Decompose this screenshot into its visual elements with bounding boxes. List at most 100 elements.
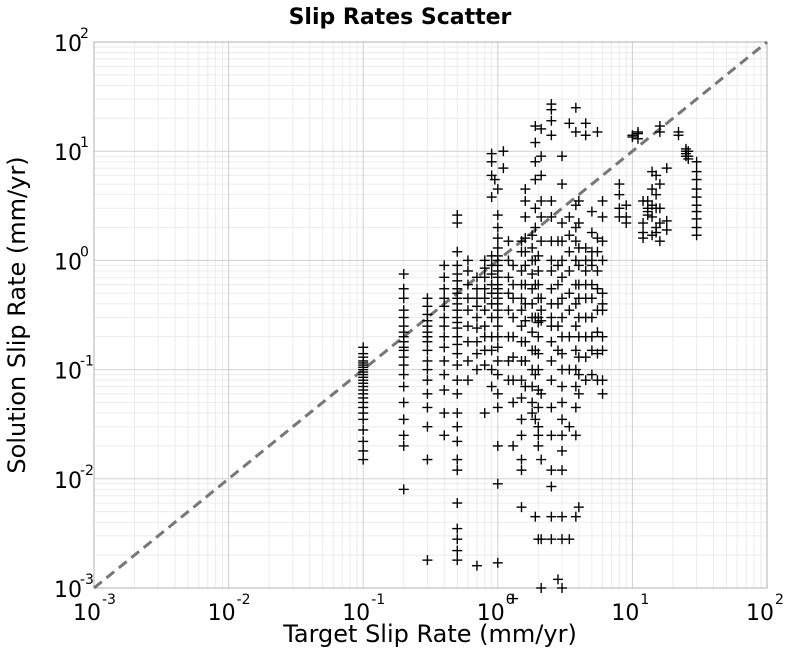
data-point-marker (471, 560, 482, 571)
data-point-marker (533, 279, 544, 290)
data-point-marker (642, 210, 653, 221)
data-point-marker (516, 293, 527, 304)
data-point-marker (516, 414, 527, 425)
data-point-marker (492, 440, 503, 451)
data-point-marker (527, 242, 538, 253)
data-point-marker (557, 272, 568, 283)
x-tick-exponent: -1 (371, 592, 385, 608)
data-point-marker (489, 174, 500, 185)
data-point-marker (557, 465, 568, 476)
data-point-marker (536, 305, 547, 316)
data-point-marker (422, 555, 433, 566)
x-axis-label: Target Slip Rate (mm/yr) (282, 620, 577, 648)
data-point-marker (597, 211, 608, 222)
data-point-marker (520, 184, 531, 195)
data-point-marker (586, 331, 597, 342)
data-point-marker (520, 315, 531, 326)
data-point-marker (452, 360, 463, 371)
data-point-marker (597, 288, 608, 299)
data-point-marker (439, 355, 450, 366)
data-point-marker (557, 151, 568, 162)
data-point-marker (564, 305, 575, 316)
data-point-marker (557, 414, 568, 425)
data-point-marker (536, 195, 547, 206)
data-point-marker (508, 279, 519, 290)
data-point-marker (651, 189, 662, 200)
data-point-marker (536, 315, 547, 326)
data-point-marker (533, 440, 544, 451)
y-tick-label: 10-2 (54, 463, 94, 494)
data-point-marker (597, 195, 608, 206)
data-point-marker (546, 511, 557, 522)
data-point-marker (691, 156, 702, 167)
data-point-marker (651, 170, 662, 181)
data-point-marker (516, 392, 527, 403)
data-point-marker (439, 385, 450, 396)
data-point-marker (439, 272, 450, 283)
data-point-marker (527, 298, 538, 309)
data-point-marker (398, 397, 409, 408)
data-point-marker (564, 421, 575, 432)
data-point-marker (358, 436, 369, 447)
data-point-marker (492, 312, 503, 323)
data-point-marker (557, 397, 568, 408)
data-point-marker (580, 118, 591, 129)
data-point-marker (546, 104, 557, 115)
x-tick-base: 10 (342, 601, 370, 626)
data-point-marker (508, 260, 519, 271)
x-tick-label: 102 (746, 592, 784, 626)
data-point-marker (673, 130, 684, 141)
data-point-marker (546, 402, 557, 413)
y-tick-base: 10 (54, 141, 82, 166)
data-point-marker (398, 430, 409, 441)
data-point-marker (422, 355, 433, 366)
data-point-marker (552, 574, 563, 585)
data-point-marker (492, 331, 503, 342)
data-point-marker (439, 331, 450, 342)
data-point-marker (536, 151, 547, 162)
x-tick-exponent: 0 (506, 592, 515, 608)
minor-gridlines (94, 42, 767, 588)
data-point-marker (546, 534, 557, 545)
data-point-marker (557, 583, 568, 593)
data-point-marker (503, 288, 514, 299)
data-point-marker (516, 454, 527, 465)
data-point-marker (564, 331, 575, 342)
data-point-marker (546, 115, 557, 126)
data-point-marker (471, 336, 482, 347)
data-point-marker (647, 211, 658, 222)
data-point-marker (592, 327, 603, 338)
data-point-marker (638, 233, 649, 244)
data-point-marker (546, 255, 557, 266)
data-point-marker (647, 184, 658, 195)
data-point-marker (452, 339, 463, 350)
data-point-marker (654, 236, 665, 247)
data-point-marker (503, 236, 514, 247)
data-point-marker (498, 146, 509, 157)
y-tick-exponent: -2 (80, 463, 94, 479)
data-point-marker (557, 218, 568, 229)
data-point-marker (683, 153, 694, 164)
data-point-marker (552, 298, 563, 309)
data-point-marker (557, 293, 568, 304)
data-point-marker (691, 230, 702, 241)
y-tick-base: 10 (54, 360, 82, 385)
data-point-marker (516, 375, 527, 386)
data-point-marker (614, 179, 625, 190)
y-axis-label: Solution Slip Rate (mm/yr) (3, 156, 31, 473)
data-point-marker (358, 445, 369, 456)
data-point-marker (503, 272, 514, 283)
data-point-marker (536, 211, 547, 222)
data-point-marker (452, 375, 463, 386)
data-point-marker (597, 236, 608, 247)
data-point-marker (462, 336, 473, 347)
plot-area-frame (93, 41, 768, 589)
data-point-marker (552, 321, 563, 332)
data-point-marker (530, 174, 541, 185)
data-point-marker (597, 331, 608, 342)
data-point-marker (462, 375, 473, 386)
x-tick-exponent: -2 (237, 592, 251, 608)
data-point-marker (592, 265, 603, 276)
data-point-marker (573, 369, 584, 380)
